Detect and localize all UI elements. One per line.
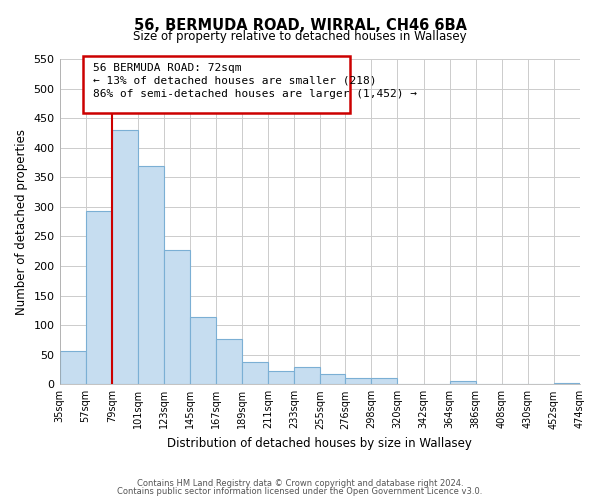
Bar: [59, 350, 86, 384]
Y-axis label: Number of detached properties: Number of detached properties: [15, 128, 28, 314]
Text: 56, BERMUDA ROAD, WIRRAL, CH46 6BA: 56, BERMUDA ROAD, WIRRAL, CH46 6BA: [133, 18, 467, 32]
X-axis label: Distribution of detached houses by size in Wallasey: Distribution of detached houses by size …: [167, 437, 472, 450]
Bar: [554, 382, 580, 384]
Bar: [320, 374, 345, 384]
Bar: [345, 378, 371, 384]
Bar: [164, 250, 190, 384]
Bar: [86, 211, 112, 384]
Text: Size of property relative to detached houses in Wallasey: Size of property relative to detached ho…: [133, 30, 467, 43]
Text: Contains HM Land Registry data © Crown copyright and database right 2024.: Contains HM Land Registry data © Crown c…: [137, 478, 463, 488]
Bar: [294, 367, 320, 384]
FancyBboxPatch shape: [83, 56, 350, 112]
Bar: [268, 372, 294, 384]
Text: 56 BERMUDA ROAD: 72sqm: 56 BERMUDA ROAD: 72sqm: [94, 62, 242, 72]
Bar: [242, 362, 268, 384]
Bar: [190, 318, 216, 384]
Text: ← 13% of detached houses are smaller (218): ← 13% of detached houses are smaller (21…: [94, 76, 377, 86]
Bar: [371, 378, 397, 384]
Bar: [138, 166, 164, 384]
Text: 86% of semi-detached houses are larger (1,452) →: 86% of semi-detached houses are larger (…: [94, 88, 418, 99]
Text: Contains public sector information licensed under the Open Government Licence v3: Contains public sector information licen…: [118, 487, 482, 496]
Bar: [112, 130, 138, 384]
Bar: [449, 382, 476, 384]
Bar: [216, 340, 242, 384]
